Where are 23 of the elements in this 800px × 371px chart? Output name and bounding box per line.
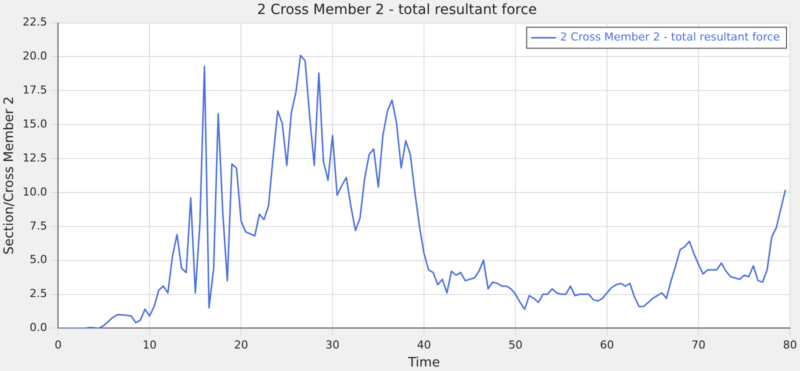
x-tick-label: 80 [783,338,797,352]
y-tick-label: 20.0 [22,50,48,63]
x-tick-label: 30 [326,338,340,352]
y-tick-label: 17.5 [22,84,48,97]
y-tick-label: 7.5 [30,219,48,232]
y-tick-label: 22.5 [22,16,48,29]
y-tick-label: 15.0 [22,117,48,130]
x-tick-label: 20 [234,338,248,352]
legend-label: 2 Cross Member 2 - total resultant force [560,30,780,44]
x-tick-label: 60 [600,338,614,352]
x-tick-label: 50 [508,338,523,352]
y-tick-label: 5.0 [30,253,48,266]
x-axis-title: Time [407,356,440,371]
y-axis-title: Section/Cross Member 2 [2,96,18,255]
y-tick-label: 10.0 [22,185,48,198]
x-tick-label: 70 [692,338,706,352]
y-tick-label: 12.5 [22,151,48,164]
chart-title: 2 Cross Member 2 - total resultant force [257,2,537,18]
y-tick-label: 0.0 [30,321,48,334]
x-tick-label: 40 [417,338,432,352]
x-tick-label: 0 [54,338,62,352]
x-tick-label: 10 [142,338,157,352]
y-tick-label: 2.5 [30,287,48,300]
